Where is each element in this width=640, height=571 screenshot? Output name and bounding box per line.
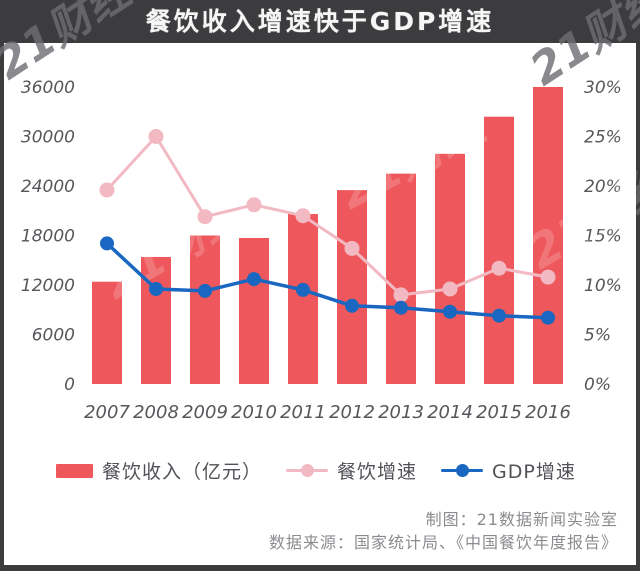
legend-label-revenue: 餐饮收入（亿元） xyxy=(102,461,263,483)
left-tick-30000: 30000 xyxy=(21,128,75,148)
right-tick-10%: 10% xyxy=(584,276,622,296)
x-axis-years: 2007 2008 2009 2010 2011 2012 2013 2014 2015 2016 xyxy=(84,402,571,423)
gdp-growth-line-point-2011 xyxy=(296,282,310,297)
restaurant-growth-line-point-2015 xyxy=(491,260,507,276)
legend-label-restaurant-growth: 餐饮增速 xyxy=(337,461,418,483)
revenue-bars xyxy=(92,87,563,384)
bar-2016 xyxy=(533,87,563,384)
right-tick-15%: 15% xyxy=(584,227,622,247)
header-bar: 21财经 21财经 餐饮收入增速快于GDP增速 xyxy=(0,0,640,96)
right-tick-20%: 20% xyxy=(584,177,622,197)
restaurant-growth-line-point-2014 xyxy=(442,281,458,297)
restaurant-growth-line-point-2013 xyxy=(393,287,409,303)
year-label-2014: 2014 xyxy=(427,402,473,423)
legend-item-gdp-growth: GDP增速 xyxy=(441,457,576,484)
gdp-growth-line-point-2010 xyxy=(247,272,261,287)
left-tick-18000: 18000 xyxy=(21,227,75,247)
chart-title: 餐饮收入增速快于GDP增速 xyxy=(145,7,495,36)
pink-line-marker-icon xyxy=(286,463,329,478)
bar-swatch-icon xyxy=(56,463,93,478)
left-tick-6000: 6000 xyxy=(32,326,75,346)
right-tick-30%: 30% xyxy=(584,78,622,98)
right-tick-5%: 5% xyxy=(584,326,611,346)
restaurant-growth-line-point-2016 xyxy=(540,269,556,285)
left-tick-12000: 12000 xyxy=(21,276,75,296)
right-tick-25%: 25% xyxy=(584,128,622,148)
gdp-growth-line xyxy=(100,236,555,325)
legend-label-gdp-growth: GDP增速 xyxy=(492,461,576,483)
restaurant-growth-line-point-2007 xyxy=(99,182,115,198)
year-label-2012: 2012 xyxy=(329,402,375,423)
bar-2012 xyxy=(337,190,367,384)
restaurant-growth-line-path xyxy=(105,135,549,297)
restaurant-growth-line-point-2011 xyxy=(295,208,311,224)
legend: 餐饮收入（亿元） 餐饮增速 GDP增速 xyxy=(56,457,630,484)
gdp-growth-line-point-2009 xyxy=(198,283,212,298)
gdp-growth-line-point-2007 xyxy=(100,236,114,251)
footer-source-line: 数据来源：国家统计局、《中国餐饮年度报告》 xyxy=(268,533,618,552)
legend-item-restaurant-growth: 餐饮增速 xyxy=(286,457,417,484)
bar-2015 xyxy=(484,116,514,384)
left-tick-24000: 24000 xyxy=(21,177,75,197)
year-label-2015: 2015 xyxy=(476,402,522,423)
legend-item-revenue: 餐饮收入（亿元） xyxy=(56,457,262,484)
bar-2013 xyxy=(386,173,416,384)
bar-2014 xyxy=(435,153,465,384)
gdp-growth-line-point-2013 xyxy=(394,300,408,315)
footer-credit-line: 制图：21数据新闻实验室 xyxy=(425,510,618,529)
left-axis-ticks: 0 6000 12000 18000 24000 30000 36000 xyxy=(21,78,75,395)
footer-credits: 制图：21数据新闻实验室 数据来源：国家统计局、《中国餐饮年度报告》 xyxy=(269,508,618,554)
year-label-2009: 2009 xyxy=(182,402,228,423)
gdp-growth-line-point-2015 xyxy=(492,308,506,323)
year-label-2007: 2007 xyxy=(84,402,130,423)
blue-line-marker-icon xyxy=(441,463,484,478)
left-tick-0: 0 xyxy=(64,375,75,395)
year-label-2008: 2008 xyxy=(133,402,179,423)
restaurant-growth-line-point-2009 xyxy=(197,209,213,225)
year-label-2013: 2013 xyxy=(378,402,424,423)
year-label-2016: 2016 xyxy=(525,402,571,423)
right-tick-0%: 0% xyxy=(584,375,611,395)
year-label-2010: 2010 xyxy=(231,402,277,423)
restaurant-growth-line-point-2012 xyxy=(344,240,360,256)
bar-2010 xyxy=(239,237,269,384)
gdp-growth-line-point-2008 xyxy=(149,282,163,296)
right-axis-ticks: 0% 5% 10% 15% 20% 25% 30% xyxy=(584,78,622,395)
gdp-growth-line-point-2012 xyxy=(345,298,359,313)
bar-2009 xyxy=(190,235,220,384)
bar-2011 xyxy=(288,214,318,384)
restaurant-growth-line-point-2010 xyxy=(246,197,262,213)
year-label-2011: 2011 xyxy=(280,402,326,423)
gdp-growth-line-path xyxy=(105,242,549,320)
gdp-growth-line-point-2014 xyxy=(443,304,457,319)
restaurant-growth-line xyxy=(99,129,556,303)
gdp-growth-line-point-2016 xyxy=(541,310,555,325)
bar-2007 xyxy=(92,281,122,384)
left-tick-36000: 36000 xyxy=(21,78,75,98)
restaurant-growth-line-point-2008 xyxy=(148,129,164,144)
